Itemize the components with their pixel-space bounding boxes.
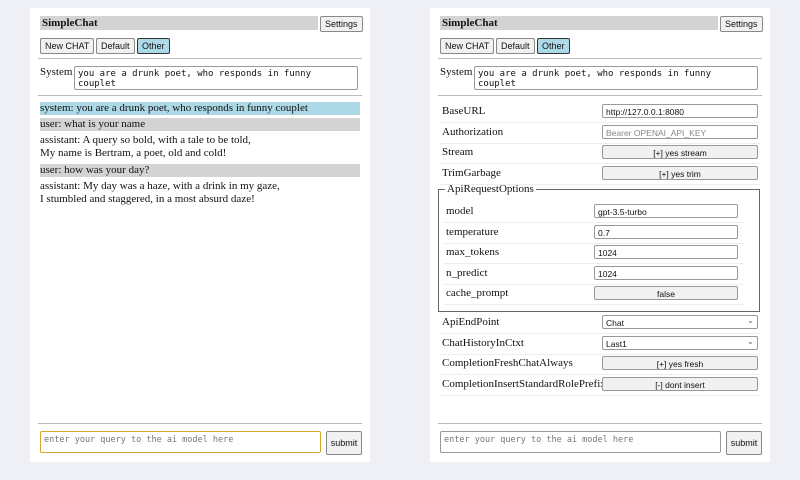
text-input[interactable]: 0.7 [594,224,738,239]
other-chat-button[interactable]: Other [137,38,170,54]
setting-label: temperature [446,225,499,238]
setting-row-baseurl: BaseURL http://127.0.0.1:8080 [440,102,760,123]
setting-label: n_predict [446,266,488,279]
setting-label: BaseURL [442,105,486,117]
text-input[interactable]: gpt-3.5-turbo [594,204,738,218]
setting-row-trimgarbage: TrimGarbage [+] yes trim [440,164,760,185]
message-line: I stumbled and staggered, in a most absu… [40,193,255,205]
message-line: user: how was your day? [40,164,150,176]
text-input[interactable]: http://127.0.0.1:8080 [602,104,758,118]
divider [438,95,762,96]
system-prompt-input[interactable]: you are a drunk poet, who responds in fu… [474,66,758,90]
app-title: SimpleChat [40,16,318,30]
chat-message-assistant: assistant: My day was a haze, with a dri… [40,180,360,206]
divider [438,423,762,424]
other-chat-button[interactable]: Other [537,38,570,54]
chat-message-system: system: you are a drunk poet, who respon… [40,102,360,115]
divider [38,58,362,59]
setting-row-n-predict: n_predict 1024 [444,264,744,285]
setting-row-chathistoryinctxt: ChatHistoryInCtxt Last1 [440,334,760,355]
setting-label: max_tokens [446,246,500,258]
setting-label: CompletionFreshChatAlways [442,357,573,369]
query-input[interactable]: enter your query to the ai model here [440,431,721,453]
select-dropdown[interactable]: Chat [602,313,758,329]
api-options-legend: ApiRequestOptions [447,183,534,195]
settings-button[interactable]: Settings [720,16,763,32]
new-chat-button[interactable]: New CHAT [40,38,95,54]
setting-row-cache-prompt: cache_prompt false [444,284,744,305]
setting-row-model: model gpt-3.5-turbo [444,202,744,223]
message-line: assistant: My day was a haze, with a dri… [40,180,280,192]
system-label: System [40,66,73,78]
toggle-button[interactable]: [+] yes fresh [602,356,758,370]
setting-row-completioninsertstandardroleprefix: CompletionInsertStandardRolePrefix [-] do… [440,375,760,396]
chat-message-user: user: what is your name [40,118,360,131]
system-prompt-input[interactable]: you are a drunk poet, who responds in fu… [74,66,358,90]
setting-label: ApiEndPoint [442,316,500,328]
chat-panel: SimpleChat Settings New CHAT Default Oth… [30,8,370,462]
setting-row-max-tokens: max_tokens 1024 [444,243,744,264]
setting-row-stream: Stream [+] yes stream [440,143,760,164]
setting-row-completionfreshchatalways: CompletionFreshChatAlways [+] yes fresh [440,354,760,375]
settings-panel: SimpleChat Settings New CHAT Default Oth… [430,8,770,462]
setting-label: TrimGarbage [442,166,501,179]
text-input[interactable]: Bearer OPENAI_API_KEY [602,124,758,139]
setting-label: Authorization [442,125,504,138]
text-input[interactable]: 1024 [594,245,738,259]
setting-label: model [446,205,474,217]
setting-row-apiendpoint: ApiEndPoint Chat [440,313,760,334]
divider [38,423,362,424]
setting-label: Stream [442,146,474,158]
submit-button[interactable]: submit [726,431,762,455]
default-chat-button[interactable]: Default [96,38,135,54]
setting-label: CompletionInsertStandardRolePrefix [442,377,606,390]
submit-button[interactable]: submit [326,431,362,455]
select-dropdown[interactable]: Last1 [602,334,758,350]
setting-row-authorization: Authorization Bearer OPENAI_API_KEY [440,123,760,144]
message-line: system: you are a drunk poet, who respon… [40,102,308,114]
toggle-button[interactable]: [+] yes trim [602,165,758,180]
setting-row-temperature: temperature 0.7 [444,223,744,244]
new-chat-button[interactable]: New CHAT [440,38,495,54]
app-title: SimpleChat [440,16,718,30]
default-chat-button[interactable]: Default [496,38,535,54]
toggle-button[interactable]: [-] dont insert [602,376,758,391]
toggle-button[interactable]: [+] yes stream [602,145,758,159]
message-line: user: what is your name [40,118,146,130]
toggle-button[interactable]: false [594,286,738,300]
divider [438,58,762,59]
api-request-options: ApiRequestOptions [438,183,760,312]
chat-message-assistant: assistant: A query so bold, with a tale … [40,134,360,160]
chat-message-user: user: how was your day? [40,164,360,177]
divider [38,95,362,96]
message-line: My name is Bertram, a poet, old and cold… [40,147,227,159]
setting-label: ChatHistoryInCtxt [442,336,524,349]
text-input[interactable]: 1024 [594,265,738,280]
query-input[interactable]: enter your query to the ai model here [40,431,321,453]
system-label: System [440,66,473,78]
message-line: assistant: A query so bold, with a tale … [40,134,251,146]
setting-label: cache_prompt [446,287,509,299]
settings-button[interactable]: Settings [320,16,363,32]
